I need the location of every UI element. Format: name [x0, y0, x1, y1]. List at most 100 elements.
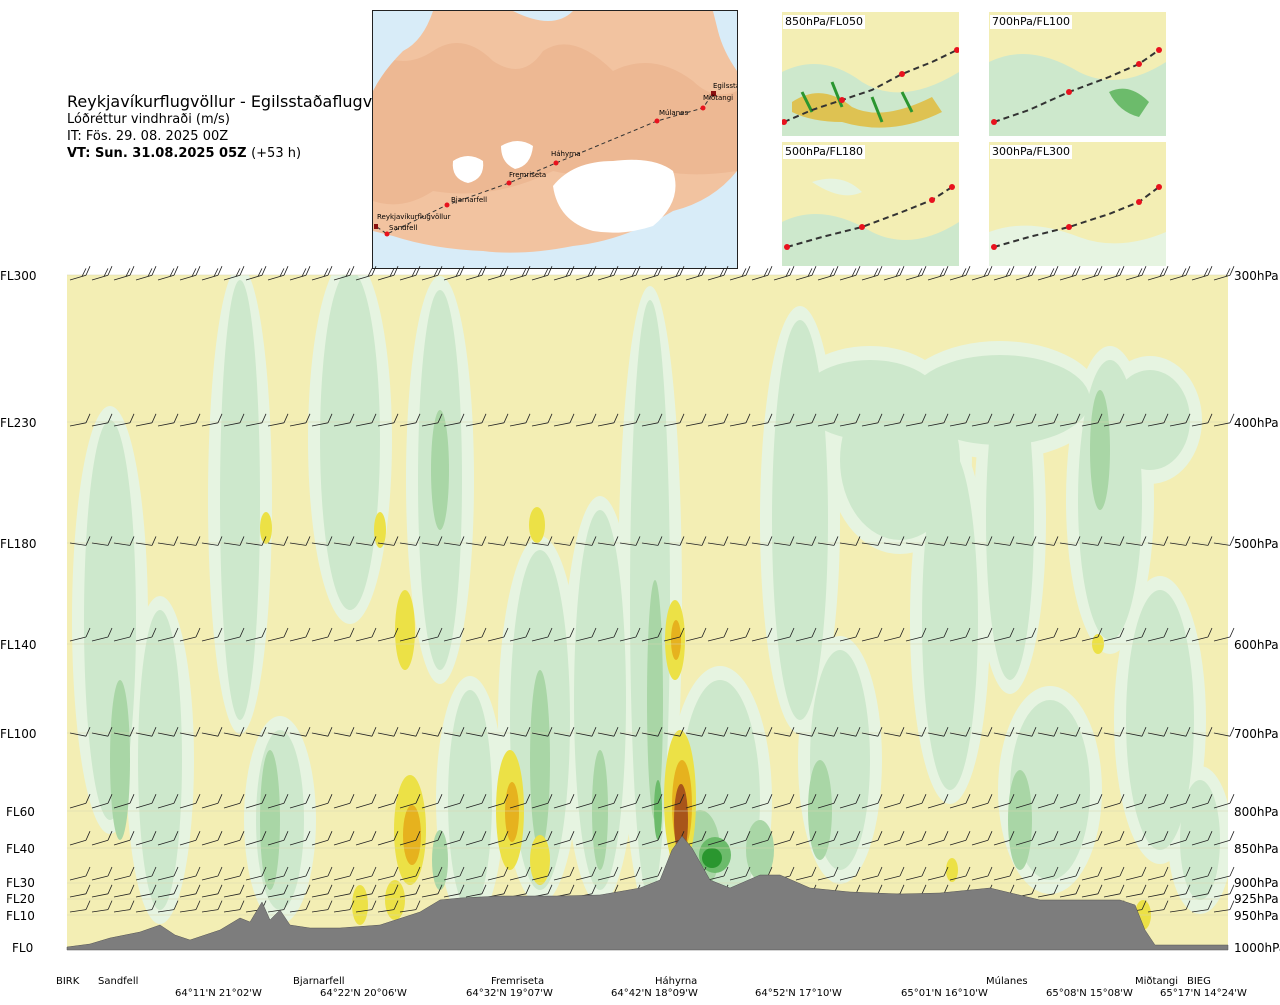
- wind-barb-4-532: [531, 727, 553, 737]
- barb-shaft: [245, 542, 263, 546]
- barb-shaft: [1037, 422, 1055, 427]
- barb-flag: [459, 866, 465, 877]
- barb-shaft: [201, 839, 219, 846]
- barb-flag: [943, 794, 949, 804]
- barb-flag: [547, 413, 553, 423]
- barb-shaft: [1037, 802, 1055, 809]
- barb-flag: [987, 831, 993, 841]
- barb-flag: [1141, 866, 1147, 877]
- barb-flag: [349, 627, 355, 638]
- barb-flag: [481, 831, 487, 841]
- field-orange-2: [671, 620, 681, 660]
- barb-shaft: [1103, 636, 1121, 642]
- wind-barb-4-400: [399, 727, 421, 737]
- barb-flag: [943, 536, 949, 546]
- field-orange-1: [505, 782, 519, 842]
- barb-shaft: [1103, 893, 1121, 898]
- barb-flag: [459, 727, 465, 737]
- wind-barb-5-224: [223, 794, 245, 809]
- barb-shaft: [113, 542, 131, 546]
- wind-barb-8-1170: [1169, 884, 1191, 898]
- lead-time: (+53 h): [251, 146, 302, 161]
- barb-shaft: [135, 909, 153, 913]
- barb-flag: [239, 413, 245, 423]
- barb-shaft: [927, 802, 945, 809]
- barb-flag: [899, 627, 905, 638]
- barb-flag: [437, 266, 443, 276]
- barb-shaft: [641, 422, 659, 427]
- barb-flag: [283, 536, 289, 546]
- barb-flag: [217, 884, 223, 894]
- wind-barb-2-796: [795, 536, 817, 546]
- barb-flag-2: [433, 268, 439, 277]
- barb-flag: [173, 413, 179, 423]
- barb-flag: [85, 900, 91, 910]
- route-map: Reykjavíkurflugvöllur Sandfell Bjarnarfe…: [372, 10, 738, 269]
- barb-flag: [745, 413, 751, 423]
- wind-barb-2-730: [729, 536, 751, 546]
- barb-flag: [1075, 536, 1081, 546]
- barb-flag: [327, 413, 333, 423]
- wind-barb-3-554: [553, 627, 575, 642]
- barb-flag: [239, 627, 245, 638]
- wind-barb-6-730: [729, 831, 751, 846]
- barb-flag-2: [895, 268, 901, 277]
- barb-flag-2: [1027, 268, 1033, 277]
- y-tick-400hpa: 400hPa: [1234, 416, 1279, 430]
- wind-barb-2-620: [619, 536, 641, 546]
- barb-shaft: [1191, 909, 1209, 913]
- barb-flag: [811, 627, 817, 638]
- barb-flag: [459, 536, 465, 546]
- wind-barb-7-1104: [1103, 866, 1125, 881]
- barb-flag: [283, 413, 289, 423]
- barb-shaft: [1059, 422, 1077, 427]
- barb-flag: [283, 266, 289, 276]
- wind-barb-5-114: [113, 794, 135, 809]
- barb-flag: [503, 794, 509, 804]
- barb-flag-2: [719, 268, 725, 277]
- barb-flag: [1075, 266, 1081, 276]
- barb-shaft: [641, 542, 659, 546]
- wind-barb-3-774: [773, 627, 795, 642]
- wind-barb-5-840: [839, 794, 861, 809]
- barb-shaft: [1015, 274, 1033, 281]
- wind-barb-4-884: [883, 727, 905, 737]
- barb-flag: [789, 413, 795, 423]
- barb-flag: [899, 831, 905, 841]
- barb-flag: [283, 866, 289, 877]
- wind-barb-0-1126: [1125, 266, 1147, 281]
- wind-barb-7-1016: [1015, 866, 1037, 881]
- barb-flag: [151, 413, 157, 423]
- barb-shaft: [465, 274, 483, 281]
- barb-shaft: [905, 274, 923, 281]
- barb-shaft: [355, 636, 373, 642]
- wind-barb-6-444: [443, 831, 465, 846]
- barb-flag: [327, 266, 333, 276]
- barb-flag: [525, 413, 531, 423]
- y-tick-fl0: FL0: [12, 941, 34, 955]
- barb-flag: [1207, 727, 1213, 737]
- wind-barb-6-114: [113, 831, 135, 846]
- barb-flag: [129, 627, 135, 638]
- barb-flag: [547, 884, 553, 894]
- wind-barb-1-422: [421, 413, 443, 427]
- wind-barb-5-202: [201, 794, 223, 809]
- y-tick-500hpa: 500hPa: [1234, 537, 1279, 551]
- barb-shaft: [927, 732, 945, 737]
- field-mid-green-5: [647, 580, 663, 820]
- wind-barb-6-290: [289, 831, 311, 846]
- y-tick-fl230: FL230: [0, 416, 37, 430]
- barb-flag: [1053, 536, 1059, 546]
- barb-shaft: [927, 875, 945, 881]
- barb-shaft: [399, 732, 417, 737]
- field-yellow-13: [385, 880, 405, 920]
- barb-shaft: [1147, 875, 1165, 881]
- y-tick-fl30: FL30: [6, 876, 35, 890]
- wind-barb-2-1060: [1059, 536, 1081, 546]
- wind-barb-5-950: [949, 794, 971, 809]
- wind-barb-1-1038: [1037, 413, 1059, 427]
- field-brown-0: [674, 784, 688, 856]
- barb-flag: [569, 727, 575, 737]
- wind-barb-4-1104: [1103, 727, 1125, 737]
- barb-flag: [173, 794, 179, 804]
